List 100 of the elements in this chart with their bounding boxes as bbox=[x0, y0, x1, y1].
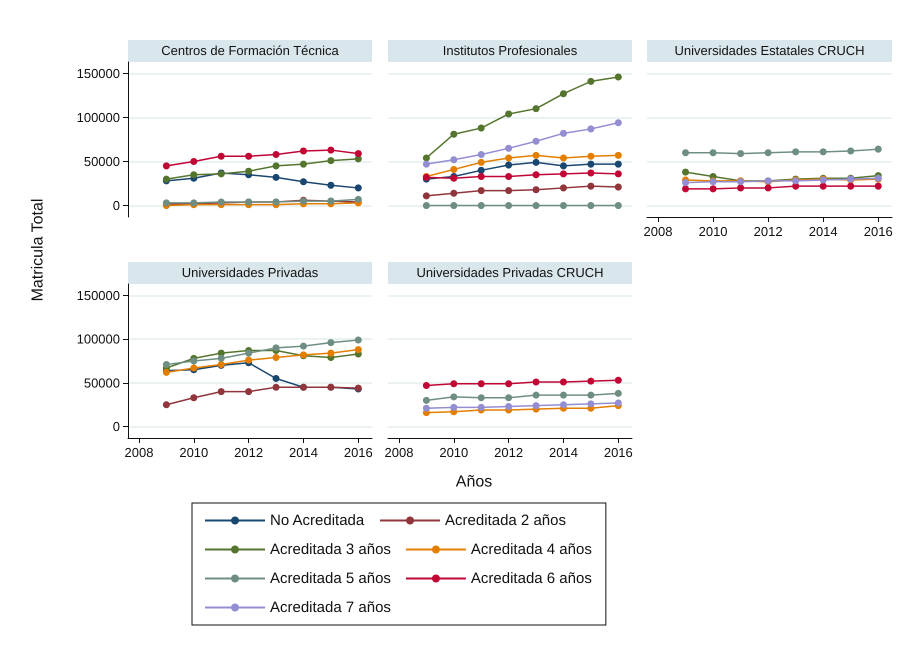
point bbox=[354, 196, 362, 203]
point bbox=[614, 170, 622, 178]
point bbox=[614, 376, 622, 384]
x-tick-label: 2010 bbox=[439, 445, 468, 460]
point bbox=[422, 160, 430, 168]
point bbox=[587, 78, 594, 85]
point bbox=[327, 157, 334, 164]
y-tick-label: 100000 bbox=[76, 110, 120, 125]
point bbox=[587, 169, 594, 176]
point bbox=[532, 402, 540, 410]
point bbox=[478, 404, 485, 411]
point bbox=[300, 160, 307, 168]
point bbox=[710, 149, 717, 156]
x-tick-label: 2008 bbox=[124, 445, 154, 460]
point bbox=[422, 404, 430, 412]
point bbox=[505, 110, 512, 118]
point bbox=[587, 400, 594, 408]
point bbox=[450, 156, 458, 164]
point bbox=[614, 390, 622, 397]
point bbox=[478, 394, 485, 402]
point bbox=[587, 378, 594, 385]
point bbox=[560, 392, 567, 399]
point bbox=[300, 178, 307, 186]
point bbox=[532, 152, 540, 159]
point bbox=[820, 182, 827, 190]
chart-title: Universidades Privadas bbox=[182, 265, 319, 280]
point bbox=[245, 168, 252, 175]
y-tick-label: 100000 bbox=[76, 332, 120, 347]
point bbox=[614, 184, 622, 191]
chart-title: Universidades Privadas CRUCH bbox=[416, 265, 604, 280]
point bbox=[245, 152, 252, 160]
point bbox=[450, 130, 458, 138]
point bbox=[505, 403, 512, 410]
y-tick-label: 150000 bbox=[76, 66, 120, 81]
point bbox=[614, 400, 622, 406]
y-tick-label: 0 bbox=[112, 198, 120, 214]
point bbox=[682, 168, 690, 176]
point bbox=[560, 170, 567, 178]
point bbox=[532, 171, 540, 178]
point bbox=[272, 375, 280, 382]
x-tick-label: 2016 bbox=[344, 445, 373, 460]
point bbox=[478, 172, 485, 180]
point bbox=[587, 125, 594, 132]
point bbox=[505, 172, 512, 180]
legend-label: Acreditada 3 años bbox=[270, 541, 391, 558]
point bbox=[820, 148, 827, 156]
point bbox=[450, 404, 458, 411]
point bbox=[614, 202, 622, 210]
point bbox=[478, 202, 485, 210]
x-tick-label: 2012 bbox=[234, 445, 264, 460]
point bbox=[505, 144, 512, 152]
point bbox=[327, 146, 334, 154]
point bbox=[422, 202, 430, 210]
point bbox=[190, 394, 198, 402]
point bbox=[422, 396, 430, 404]
point bbox=[218, 152, 225, 160]
x-tick-label: 2012 bbox=[754, 224, 783, 239]
point bbox=[505, 154, 512, 162]
point bbox=[327, 182, 334, 189]
point bbox=[218, 388, 225, 396]
point bbox=[272, 162, 280, 170]
point bbox=[190, 158, 198, 166]
point bbox=[190, 171, 198, 178]
x-axis-title: Años bbox=[456, 474, 492, 490]
point bbox=[245, 356, 252, 364]
point bbox=[682, 185, 690, 192]
point bbox=[560, 202, 567, 210]
point bbox=[532, 105, 540, 112]
point bbox=[272, 174, 280, 181]
point bbox=[587, 152, 594, 160]
point bbox=[478, 150, 485, 158]
x-tick-label: 2014 bbox=[289, 445, 318, 460]
x-tick-label: 2012 bbox=[494, 445, 524, 460]
legend-label: Acreditada 5 años bbox=[270, 570, 391, 587]
point bbox=[354, 346, 362, 354]
legend-label: Acreditada 2 años bbox=[445, 512, 566, 529]
point bbox=[560, 130, 567, 137]
point bbox=[478, 187, 485, 194]
point bbox=[532, 186, 540, 194]
chart-title: Centros de Formación Técnica bbox=[161, 43, 340, 58]
point bbox=[532, 158, 540, 166]
point bbox=[505, 394, 512, 402]
point bbox=[710, 185, 717, 192]
chart-title: Universidades Estatales CRUCH bbox=[674, 43, 865, 58]
legend-label: Acreditada 6 años bbox=[470, 570, 592, 587]
point bbox=[874, 146, 882, 153]
x-tick-label: 2010 bbox=[698, 224, 728, 239]
point bbox=[560, 154, 567, 162]
point bbox=[300, 147, 307, 154]
point bbox=[847, 182, 854, 190]
point bbox=[162, 401, 170, 408]
x-tick-label: 2016 bbox=[864, 224, 893, 239]
point bbox=[614, 152, 622, 159]
point bbox=[682, 149, 690, 156]
point bbox=[792, 148, 800, 156]
point bbox=[505, 380, 512, 388]
point bbox=[272, 150, 280, 158]
point bbox=[764, 149, 772, 156]
point bbox=[218, 354, 225, 362]
point bbox=[162, 162, 170, 170]
